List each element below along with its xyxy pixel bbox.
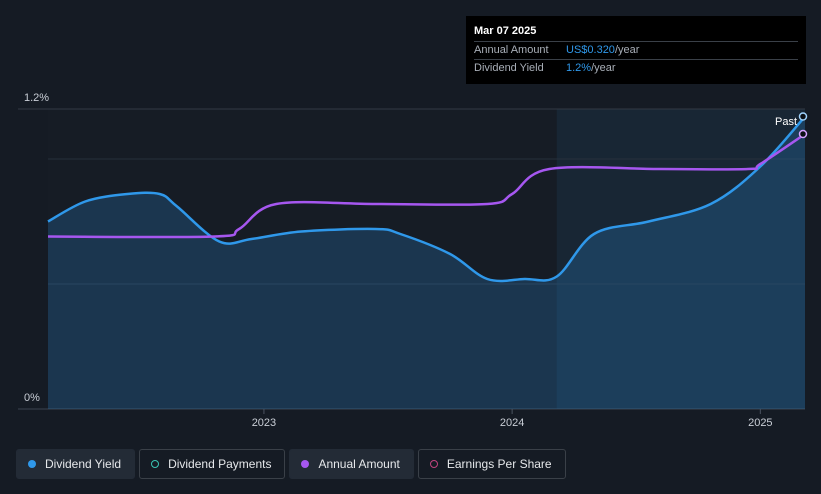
earnings-per-share-ring-icon: [429, 460, 438, 468]
legend-label: Dividend Yield: [45, 457, 122, 471]
tooltip-row-dividend-yield: Dividend Yield 1.2% /year: [474, 59, 798, 77]
y-tick-label-min: 0%: [24, 392, 40, 404]
tooltip: Mar 07 2025 Annual Amount US$0.320 /year…: [466, 16, 806, 84]
legend-item-dividend-payments[interactable]: Dividend Payments: [139, 449, 286, 479]
legend-label: Annual Amount: [318, 457, 400, 471]
legend-item-earnings-per-share[interactable]: Earnings Per Share: [417, 449, 566, 479]
dividend-yield-area: [48, 116, 805, 409]
tooltip-label: Dividend Yield: [474, 62, 544, 74]
x-tick-label: 2023: [252, 417, 276, 429]
legend-label: Earnings Per Share: [446, 457, 552, 471]
past-label: Past: [775, 116, 797, 128]
x-axis-ticks: 2023 2024 2025: [252, 409, 773, 429]
legend-item-dividend-yield[interactable]: Dividend Yield: [16, 449, 136, 479]
tooltip-label: Annual Amount: [474, 44, 549, 56]
tooltip-date: Mar 07 2025: [474, 25, 537, 37]
x-tick-label: 2025: [748, 417, 772, 429]
annual-amount-dot-icon: [301, 460, 310, 468]
dividend-yield-end-marker: [798, 112, 808, 121]
tooltip-row-annual-amount: Annual Amount US$0.320 /year: [474, 41, 798, 59]
tooltip-unit: /year: [591, 62, 616, 74]
tooltip-unit: /year: [614, 44, 640, 56]
annual-amount-end-marker: [798, 129, 808, 139]
legend-item-annual-amount[interactable]: Annual Amount: [289, 449, 414, 479]
annual-amount-line: [47, 132, 806, 239]
dividend-payments-ring-icon: [151, 460, 160, 468]
tooltip-value: US$0.320: [566, 44, 615, 56]
dividend-yield-dot-icon: [28, 460, 36, 468]
dividend-yield-line: [47, 115, 806, 283]
y-tick-label-max: 1.2%: [24, 92, 49, 104]
legend-label: Dividend Payments: [168, 457, 272, 471]
legend: Dividend Yield Dividend Payments Annual …: [16, 449, 566, 479]
tooltip-value: 1.2%: [566, 62, 592, 74]
x-tick-label: 2024: [500, 417, 524, 429]
